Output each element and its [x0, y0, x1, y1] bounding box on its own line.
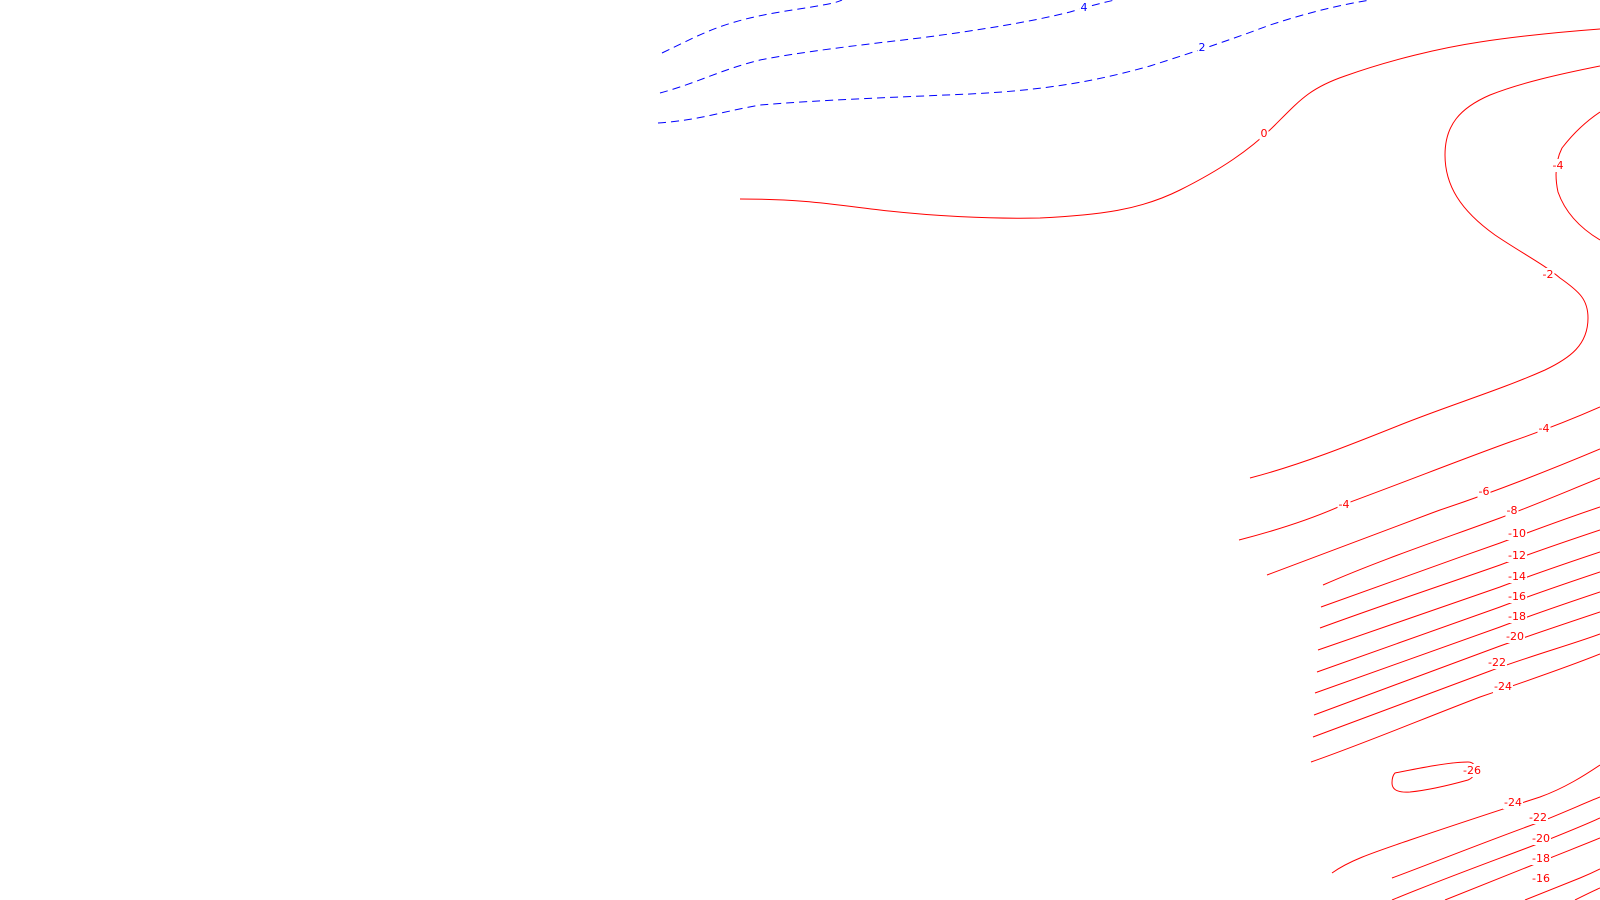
contour-line-4 — [659, 0, 1116, 94]
contour-line-minus18-lower — [1444, 837, 1600, 900]
contour-label-minus20-lower: -20 — [1532, 832, 1550, 845]
contour-label-backing — [1507, 610, 1527, 623]
contour-line-minus8 — [1322, 477, 1600, 586]
contour-line-minus20-lower — [1391, 817, 1600, 900]
contour-label-backing — [1551, 159, 1565, 172]
contour-line-minus22-lower — [1391, 796, 1600, 879]
contour-line-minus4-lower — [1238, 406, 1600, 541]
contour-label-2: 2 — [1199, 41, 1206, 54]
contour-line-minus2 — [1249, 65, 1600, 479]
contour-label-minus4-mid: -4 — [1539, 422, 1550, 435]
positive-contours — [657, 0, 1371, 124]
contour-label-minus4-left: -4 — [1339, 498, 1350, 511]
contour-label-backing — [1507, 570, 1527, 583]
non-positive-contours — [739, 28, 1600, 900]
contour-label-4: 4 — [1081, 1, 1088, 14]
contour-line-4-upper — [661, 0, 843, 54]
contour-label-minus18-lower: -18 — [1532, 852, 1550, 865]
contour-line-minus14 — [1317, 551, 1600, 651]
contour-label-backing — [1531, 852, 1551, 865]
contour-label-backing — [1507, 549, 1527, 562]
contour-line-minus12 — [1319, 529, 1600, 629]
contour-line-0 — [739, 28, 1600, 219]
contour-label-backing — [1493, 680, 1513, 693]
contour-label-backing — [1537, 422, 1551, 435]
contour-label-minus26: -26 — [1463, 764, 1481, 777]
contour-line-minus4-upper — [1555, 111, 1600, 241]
contour-label-minus10: -10 — [1508, 527, 1526, 540]
contour-label-backing — [1531, 832, 1551, 845]
contour-label-backing — [1507, 527, 1527, 540]
contour-labels: 4 2 0 -4 -2 -4 -4 -6 -8 -10 -12 -14 -16 … — [1079, 1, 1565, 885]
contour-label-minus4-upper: -4 — [1553, 159, 1564, 172]
contour-label-backing — [1477, 485, 1491, 498]
contour-line-minus24 — [1310, 653, 1600, 763]
contour-label-backing — [1487, 656, 1507, 669]
contour-label-minus6: -6 — [1479, 485, 1490, 498]
contour-line-2 — [657, 0, 1371, 124]
contour-line-minus16-lower — [1524, 868, 1600, 900]
contour-label-minus24-lower: -24 — [1504, 796, 1522, 809]
contour-label-0: 0 — [1261, 127, 1268, 140]
contour-label-minus24: -24 — [1494, 680, 1512, 693]
contour-label-minus8: -8 — [1507, 504, 1518, 517]
contour-label-backing — [1079, 1, 1089, 14]
contour-label-minus16-lower: -16 — [1532, 872, 1550, 885]
contour-line-minus6 — [1266, 448, 1600, 576]
contour-label-backing — [1462, 764, 1482, 777]
contour-label-backing — [1505, 504, 1519, 517]
contour-line-minus16 — [1316, 571, 1600, 673]
contour-label-backing — [1197, 41, 1207, 54]
contour-label-minus22-lower: -22 — [1529, 811, 1547, 824]
contour-line-minus14-lower — [1574, 887, 1600, 900]
contour-label-minus22: -22 — [1488, 656, 1506, 669]
contour-label-backing — [1259, 127, 1269, 140]
contour-line-minus20 — [1313, 611, 1600, 716]
contour-label-backing — [1505, 630, 1525, 643]
contour-label-minus2: -2 — [1543, 268, 1554, 281]
contour-label-minus20: -20 — [1506, 630, 1524, 643]
contour-line-minus10 — [1320, 506, 1600, 608]
contour-label-backing — [1503, 796, 1523, 809]
contour-line-minus22 — [1312, 633, 1600, 738]
contour-label-minus16: -16 — [1508, 590, 1526, 603]
contour-label-backing — [1507, 590, 1527, 603]
contour-line-minus24-lower — [1331, 764, 1600, 874]
contour-label-backing — [1531, 872, 1551, 885]
contour-label-minus12: -12 — [1508, 549, 1526, 562]
contour-label-backing — [1337, 498, 1351, 511]
contour-label-minus14: -14 — [1508, 570, 1526, 583]
contour-line-minus18 — [1314, 591, 1600, 694]
contour-label-backing — [1541, 268, 1555, 281]
contour-line-minus26 — [1391, 761, 1476, 793]
contour-label-minus18: -18 — [1508, 610, 1526, 623]
contour-label-backing — [1528, 811, 1548, 824]
